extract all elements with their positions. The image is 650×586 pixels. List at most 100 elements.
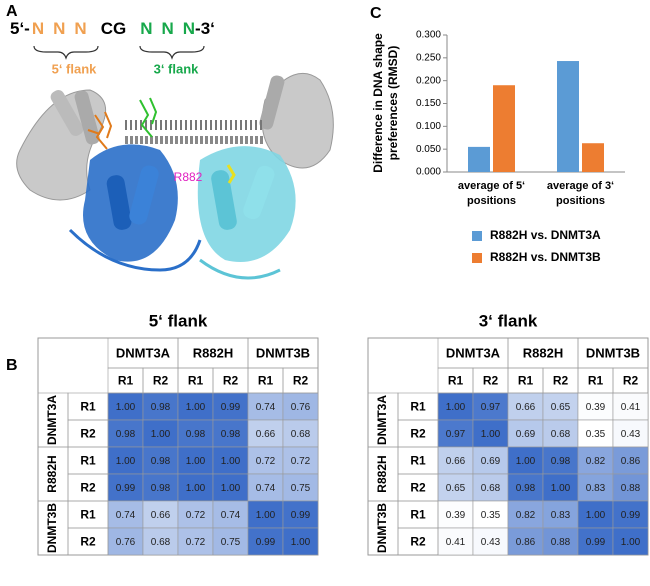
seq-part: N	[32, 19, 44, 38]
row-group: R882H	[375, 455, 389, 492]
table-cell	[577, 500, 614, 529]
cell-value: 0.88	[551, 537, 571, 548]
table-cell	[142, 392, 179, 421]
header-cell	[282, 367, 319, 394]
cell-value: 1.00	[516, 456, 536, 467]
column-group: DNMT3B	[256, 345, 310, 360]
cell-value: 0.98	[551, 456, 571, 467]
table-cell	[107, 500, 144, 529]
cell-value: 0.65	[551, 402, 571, 413]
cell-value: 1.00	[446, 402, 466, 413]
cell-value: 0.98	[516, 483, 536, 494]
x-tick-label: average of 3‘ positions	[546, 180, 615, 207]
table-title: 5‘ flank	[149, 311, 208, 330]
cell-value: 0.76	[291, 402, 311, 413]
header-cell	[397, 527, 439, 556]
table-cell	[142, 527, 179, 556]
cell-value: 0.99	[221, 402, 241, 413]
cell-value: 0.66	[516, 402, 536, 413]
cell-value: 0.43	[621, 429, 641, 440]
cell-value: 0.66	[151, 510, 171, 521]
cell-value: 1.00	[481, 429, 501, 440]
cell-value: 0.72	[256, 456, 276, 467]
y-tick-label: 0.300	[416, 30, 441, 41]
table-cell	[472, 392, 509, 421]
column-replicate: R1	[258, 374, 274, 388]
table-cell	[282, 527, 319, 556]
table-cell	[282, 473, 319, 502]
cell-value: 0.68	[481, 483, 501, 494]
column-replicate: R2	[223, 374, 239, 388]
cell-value: 1.00	[221, 483, 241, 494]
y-axis-label: Difference in DNA shape preferences (RMS…	[371, 33, 400, 173]
table-cell	[247, 473, 284, 502]
y-tick-label: 0.150	[416, 98, 441, 109]
table-cell	[612, 419, 649, 448]
cell-value: 0.69	[516, 429, 536, 440]
cell-value: 0.74	[221, 510, 241, 521]
cell-value: 0.72	[291, 456, 311, 467]
bar	[493, 85, 515, 172]
seq-part: N	[74, 19, 86, 38]
column-group: R882H	[523, 345, 563, 360]
cell-value: 0.43	[481, 537, 501, 548]
table-cell	[472, 473, 509, 502]
row-replicate: R2	[410, 427, 426, 441]
panel-label: B	[6, 357, 18, 374]
cell-value: 0.98	[151, 483, 171, 494]
table-cell	[612, 500, 649, 529]
header-cell	[612, 367, 649, 394]
row-replicate: R2	[80, 427, 96, 441]
residue-label: R882	[174, 170, 203, 184]
row-replicate: R1	[410, 454, 426, 468]
row-replicate: R1	[80, 508, 96, 522]
brace	[33, 45, 99, 60]
cell-value: 0.99	[586, 537, 606, 548]
table-cell	[542, 419, 579, 448]
flank-label: 5‘ flank	[52, 61, 98, 76]
cell-value: 0.72	[186, 537, 206, 548]
table-cell	[542, 527, 579, 556]
cell-value: 0.98	[151, 456, 171, 467]
cell-value: 0.39	[586, 402, 606, 413]
cell-value: 0.68	[151, 537, 171, 548]
cell-value: 1.00	[221, 456, 241, 467]
cell-value: 0.99	[116, 483, 136, 494]
column-replicate: R2	[483, 374, 499, 388]
table-cell	[472, 446, 509, 475]
cell-value: 0.86	[621, 456, 641, 467]
column-replicate: R2	[293, 374, 309, 388]
table-cell	[542, 446, 579, 475]
table-cell	[612, 392, 649, 421]
y-tick-label: 0.200	[416, 75, 441, 86]
table-title: 3‘ flank	[479, 311, 538, 330]
cell-value: 0.75	[221, 537, 241, 548]
cell-value: 0.74	[256, 402, 276, 413]
table-cell	[212, 419, 249, 448]
flank-label: 3‘ flank	[154, 61, 200, 76]
column-replicate: R2	[553, 374, 569, 388]
table-cell	[577, 419, 614, 448]
bar	[468, 146, 490, 172]
table-cell	[507, 419, 544, 448]
row-replicate: R2	[410, 481, 426, 495]
cell-value: 0.97	[446, 429, 466, 440]
cell-value: 1.00	[621, 537, 641, 548]
cell-value: 0.98	[221, 429, 241, 440]
column-replicate: R1	[588, 374, 604, 388]
y-tick-label: 0.250	[416, 52, 441, 63]
y-tick-label: 0.100	[416, 121, 441, 132]
cell-value: 1.00	[291, 537, 311, 548]
column-replicate: R1	[118, 374, 134, 388]
cell-value: 0.69	[481, 456, 501, 467]
table-cell	[247, 419, 284, 448]
sequence: 5‘- N N N CG N N N-3‘	[10, 19, 215, 38]
table-cell	[142, 500, 179, 529]
table-cell	[177, 500, 214, 529]
table-cell	[282, 419, 319, 448]
column-group: R882H	[193, 345, 233, 360]
row-replicate: R1	[80, 400, 96, 414]
cell-value: 0.66	[256, 429, 276, 440]
cell-value: 0.41	[621, 402, 641, 413]
cell-value: 1.00	[151, 429, 171, 440]
